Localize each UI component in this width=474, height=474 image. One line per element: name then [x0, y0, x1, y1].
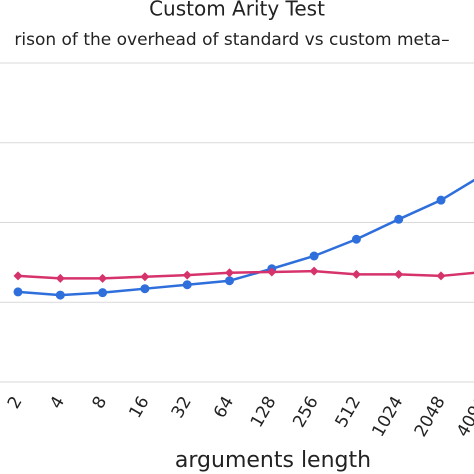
- point: [436, 195, 446, 205]
- x-tick-label: 256: [289, 393, 323, 431]
- point: [182, 280, 192, 290]
- point: [436, 271, 446, 281]
- point: [98, 273, 108, 283]
- point: [55, 273, 65, 283]
- point: [225, 276, 234, 286]
- x-tick-label: 64: [210, 393, 238, 422]
- x-tick-label: 16: [125, 393, 153, 422]
- point: [394, 214, 404, 224]
- point: [13, 271, 23, 281]
- point: [98, 288, 108, 298]
- x-tick-label: 128: [247, 393, 281, 431]
- point: [55, 290, 65, 300]
- point: [394, 269, 404, 279]
- x-tick-label: 2048: [411, 393, 450, 440]
- x-tick-label: 1024: [368, 393, 407, 440]
- point: [267, 267, 277, 277]
- series-line: [17, 178, 474, 297]
- x-axis-label: arguments length: [175, 448, 371, 473]
- point: [309, 266, 319, 276]
- chart-subtitle: rison of the overhead of standard vs cus…: [14, 30, 449, 50]
- point: [140, 284, 150, 294]
- x-tick-label: 2: [4, 393, 27, 412]
- x-tick-label: 4096: [453, 393, 474, 440]
- point: [140, 272, 150, 282]
- chart-title: Custom Arity Test: [149, 0, 325, 21]
- point: [351, 269, 361, 279]
- point: [225, 268, 234, 278]
- point: [13, 287, 23, 297]
- x-tick-label: 4: [46, 393, 69, 412]
- point: [351, 234, 361, 244]
- x-tick-label: 512: [332, 393, 366, 431]
- x-tick-label: 8: [89, 393, 112, 412]
- series-line: [17, 269, 474, 280]
- point: [309, 251, 319, 261]
- x-tick-label: 32: [168, 393, 196, 422]
- point: [182, 270, 192, 280]
